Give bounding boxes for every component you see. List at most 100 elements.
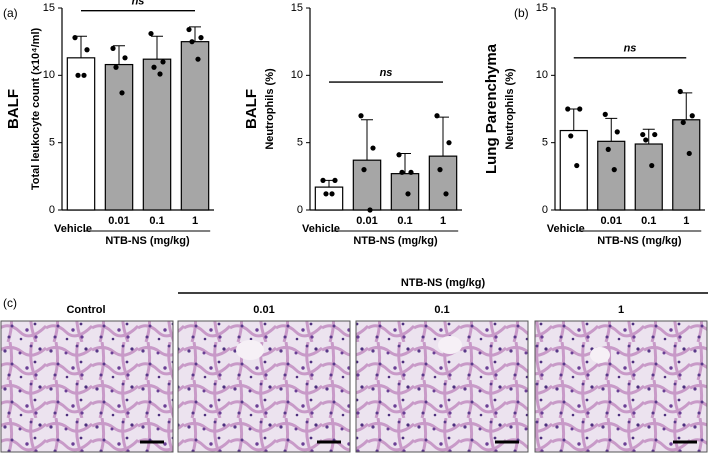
data-point bbox=[399, 169, 405, 175]
x-tick-label: Vehicle bbox=[302, 223, 340, 235]
data-point bbox=[367, 207, 373, 213]
bar bbox=[597, 140, 626, 211]
histology-group-label: NTB-NS (mg/kg) bbox=[401, 277, 486, 289]
panel-label: (b) bbox=[514, 6, 529, 20]
y-axis-label: Neutrophils (%) bbox=[504, 68, 516, 150]
data-point bbox=[574, 162, 580, 169]
alveolus bbox=[590, 347, 610, 363]
data-point bbox=[113, 64, 119, 70]
error-bar bbox=[361, 119, 373, 161]
data-point bbox=[370, 145, 376, 151]
data-point bbox=[151, 64, 157, 70]
x-tick-label: 1 bbox=[440, 215, 446, 227]
micrograph bbox=[0, 320, 174, 453]
data-point bbox=[358, 113, 364, 119]
data-point bbox=[332, 177, 338, 183]
data-point bbox=[408, 169, 414, 175]
y-tick-label: 0 bbox=[542, 204, 548, 216]
significance-label: ns bbox=[132, 0, 145, 8]
side-label: BALF bbox=[243, 89, 260, 129]
histology-label: 0.1 bbox=[434, 304, 449, 316]
data-point bbox=[148, 30, 154, 37]
data-point bbox=[405, 191, 411, 197]
histology-label: 1 bbox=[618, 304, 624, 316]
bar bbox=[314, 186, 344, 211]
error-bar bbox=[75, 35, 87, 58]
alveolus bbox=[236, 340, 264, 360]
data-point bbox=[160, 59, 166, 65]
data-point bbox=[396, 152, 402, 158]
bar bbox=[66, 57, 96, 211]
error-bar bbox=[113, 45, 125, 65]
data-point bbox=[568, 133, 574, 139]
panel-label: (c) bbox=[3, 296, 17, 310]
data-point bbox=[195, 56, 201, 62]
y-tick-label: 0 bbox=[297, 204, 303, 216]
data-point bbox=[122, 55, 128, 61]
x-tick-label: 1 bbox=[192, 215, 198, 227]
histology-label: 0.01 bbox=[253, 304, 274, 316]
data-point bbox=[110, 45, 116, 52]
x-tick-label: 0.1 bbox=[149, 215, 164, 227]
x-tick-label: 1 bbox=[683, 215, 689, 227]
bar bbox=[634, 143, 663, 211]
side-label: BALF bbox=[5, 89, 22, 129]
x-tick-label: 0.01 bbox=[356, 215, 377, 227]
y-tick-label: 10 bbox=[536, 69, 548, 81]
y-axis-label: Neutrophils (%) bbox=[264, 68, 276, 150]
alveolus bbox=[438, 336, 462, 354]
data-point bbox=[680, 119, 686, 126]
bar bbox=[428, 155, 458, 211]
y-axis-label: Total leukocyte count (x10⁴/ml) bbox=[30, 28, 42, 191]
data-point bbox=[652, 131, 658, 138]
data-point bbox=[577, 106, 583, 112]
error-bar bbox=[605, 117, 618, 142]
data-point bbox=[437, 167, 443, 173]
data-point bbox=[84, 47, 90, 53]
bar bbox=[352, 159, 382, 211]
error-bar bbox=[642, 128, 655, 145]
bar bbox=[559, 129, 588, 211]
micrographs bbox=[0, 320, 708, 453]
data-point bbox=[189, 39, 195, 45]
error-bar bbox=[189, 26, 201, 42]
data-point bbox=[186, 26, 192, 33]
data-point bbox=[157, 71, 163, 77]
y-tick-label: 5 bbox=[542, 137, 548, 149]
data-point bbox=[689, 113, 695, 119]
x-tick-label: Vehicle bbox=[547, 223, 585, 235]
histology-label: Control bbox=[66, 304, 105, 316]
y-tick-label: 5 bbox=[49, 137, 55, 149]
y-tick-label: 15 bbox=[43, 2, 55, 14]
group-label: NTB-NS (mg/kg) bbox=[597, 235, 682, 247]
x-tick-label: 0.1 bbox=[397, 215, 412, 227]
bar bbox=[104, 63, 134, 211]
data-point bbox=[329, 191, 335, 197]
x-tick-label: 0.01 bbox=[108, 215, 129, 227]
data-point bbox=[361, 167, 367, 173]
x-tick-label: 0.01 bbox=[601, 215, 622, 227]
error-bar bbox=[437, 116, 449, 157]
y-tick-label: 15 bbox=[536, 2, 548, 14]
data-point bbox=[323, 191, 329, 197]
panel-label: (a) bbox=[3, 6, 18, 20]
data-point bbox=[320, 177, 326, 183]
data-point bbox=[605, 146, 611, 152]
error-bar bbox=[151, 35, 163, 60]
data-point bbox=[677, 88, 683, 95]
bar bbox=[180, 41, 210, 211]
data-point bbox=[640, 131, 646, 138]
group-label: NTB-NS (mg/kg) bbox=[353, 235, 438, 247]
data-point bbox=[119, 90, 125, 96]
bar bbox=[142, 58, 172, 211]
data-point bbox=[686, 150, 692, 157]
data-point bbox=[434, 113, 440, 119]
x-tick-label: 0.1 bbox=[641, 215, 656, 227]
x-tick-label: Vehicle bbox=[54, 223, 92, 235]
data-point bbox=[565, 106, 571, 112]
y-tick-label: 10 bbox=[291, 69, 303, 81]
data-point bbox=[81, 72, 87, 78]
y-tick-label: 5 bbox=[297, 137, 303, 149]
significance-label: ns bbox=[380, 67, 393, 79]
